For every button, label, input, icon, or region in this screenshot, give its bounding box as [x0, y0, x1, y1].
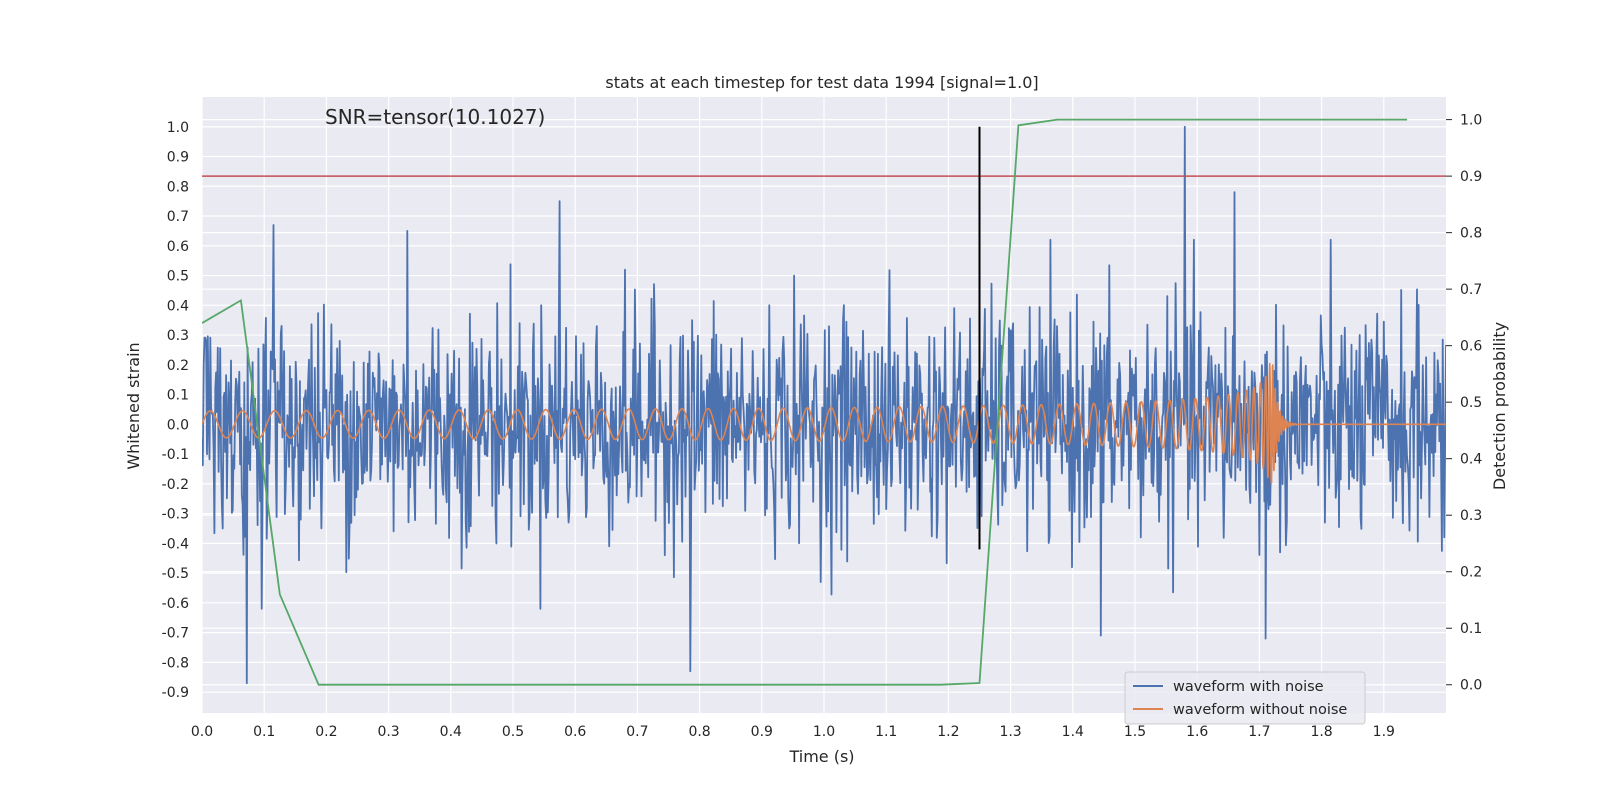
- x-axis-ticks: 0.0 0.1 0.2 0.3 0.4 0.5 0.6 0.7 0.8 0.9 1.0 1.1 1.2 1…: [191, 724, 1395, 740]
- y-left-tick-label: 0.5: [167, 269, 189, 285]
- x-tick-label: 1.7: [1248, 724, 1270, 740]
- series-waveform-without-noise: [202, 362, 1446, 484]
- y-left-tick-label: -0.1: [162, 447, 189, 463]
- y-left-tick-label: 0.2: [167, 358, 189, 374]
- x-tick-label: 0.6: [564, 724, 586, 740]
- x-tick-label: 1.2: [937, 724, 959, 740]
- y-left-tick-label: -0.7: [162, 626, 189, 642]
- y-left-tick-label: 0.0: [167, 417, 189, 433]
- y-right-tick-label: 0.8: [1460, 226, 1482, 242]
- y-axis-left-ticks: 1.0 0.9 0.8 0.7 0.6 0.5 0.4 0.3 0.2 0.1 0.0 -0.1 -0.…: [162, 120, 189, 701]
- y-left-tick-label: 0.3: [167, 328, 189, 344]
- y-left-tick-label: -0.8: [162, 655, 189, 671]
- x-tick-label: 0.7: [626, 724, 648, 740]
- y-left-tick-label: 0.4: [167, 298, 189, 314]
- x-tick-label: 1.0: [813, 724, 835, 740]
- y-right-tick-label: 0.9: [1460, 169, 1482, 185]
- x-tick-label: 1.1: [875, 724, 897, 740]
- x-tick-label: 1.9: [1373, 724, 1395, 740]
- x-tick-label: 0.2: [315, 724, 337, 740]
- chart-title: stats at each timestep for test data 199…: [605, 73, 1038, 92]
- y-left-tick-label: 1.0: [167, 120, 189, 136]
- x-tick-label: 0.4: [440, 724, 462, 740]
- y-left-tick-label: -0.6: [162, 596, 189, 612]
- y-left-tick-label: -0.3: [162, 507, 189, 523]
- snr-annotation: SNR=tensor(10.1027): [325, 105, 545, 129]
- legend-label-without-noise: waveform without noise: [1173, 702, 1347, 718]
- y-left-tick-label: 0.9: [167, 150, 189, 166]
- y-left-tick-label: 0.6: [167, 239, 189, 255]
- y-left-tick-label: 0.1: [167, 388, 189, 404]
- x-tick-label: 0.0: [191, 724, 213, 740]
- x-tick-label: 0.8: [688, 724, 710, 740]
- y-left-tick-label: -0.2: [162, 477, 189, 493]
- y-right-tick-label: 0.6: [1460, 339, 1482, 355]
- x-tick-label: 1.8: [1310, 724, 1332, 740]
- x-tick-label: 0.3: [377, 724, 399, 740]
- legend-label-with-noise: waveform with noise: [1173, 679, 1324, 695]
- y-left-tick-label: 0.8: [167, 179, 189, 195]
- series-detection-probability: [202, 118, 1408, 686]
- x-tick-label: 1.3: [999, 724, 1021, 740]
- x-axis-label: Time (s): [788, 747, 854, 766]
- y-right-tick-label: 0.0: [1460, 678, 1482, 694]
- y-right-tick-label: 0.1: [1460, 621, 1482, 637]
- y-left-tick-label: -0.4: [162, 536, 189, 552]
- y-right-tick-label: 0.3: [1460, 508, 1482, 524]
- y-right-tick-label: 0.2: [1460, 565, 1482, 581]
- x-tick-label: 1.4: [1062, 724, 1084, 740]
- y-axis-right-ticks: 1.0 0.9 0.8 0.7 0.6 0.5 0.4 0.3 0.2 0.1 0.0: [1446, 113, 1482, 694]
- y-right-tick-label: 0.5: [1460, 395, 1482, 411]
- x-tick-label: 1.6: [1186, 724, 1208, 740]
- y-axis-left-label: Whitened strain: [124, 342, 143, 469]
- y-axis-right-label: Detection probability: [1490, 322, 1509, 490]
- y-right-tick-label: 0.7: [1460, 282, 1482, 298]
- x-tick-label: 0.1: [253, 724, 275, 740]
- y-left-tick-label: -0.9: [162, 685, 189, 701]
- x-tick-label: 0.5: [502, 724, 524, 740]
- x-tick-label: 1.5: [1124, 724, 1146, 740]
- x-tick-label: 0.9: [751, 724, 773, 740]
- y-right-tick-label: 0.4: [1460, 452, 1482, 468]
- legend-box: [1124, 671, 1366, 725]
- legend: waveform with noise waveform without noi…: [1124, 671, 1366, 725]
- y-left-tick-label: 0.7: [167, 209, 189, 225]
- y-left-tick-label: -0.5: [162, 566, 189, 582]
- y-right-tick-label: 1.0: [1460, 113, 1482, 129]
